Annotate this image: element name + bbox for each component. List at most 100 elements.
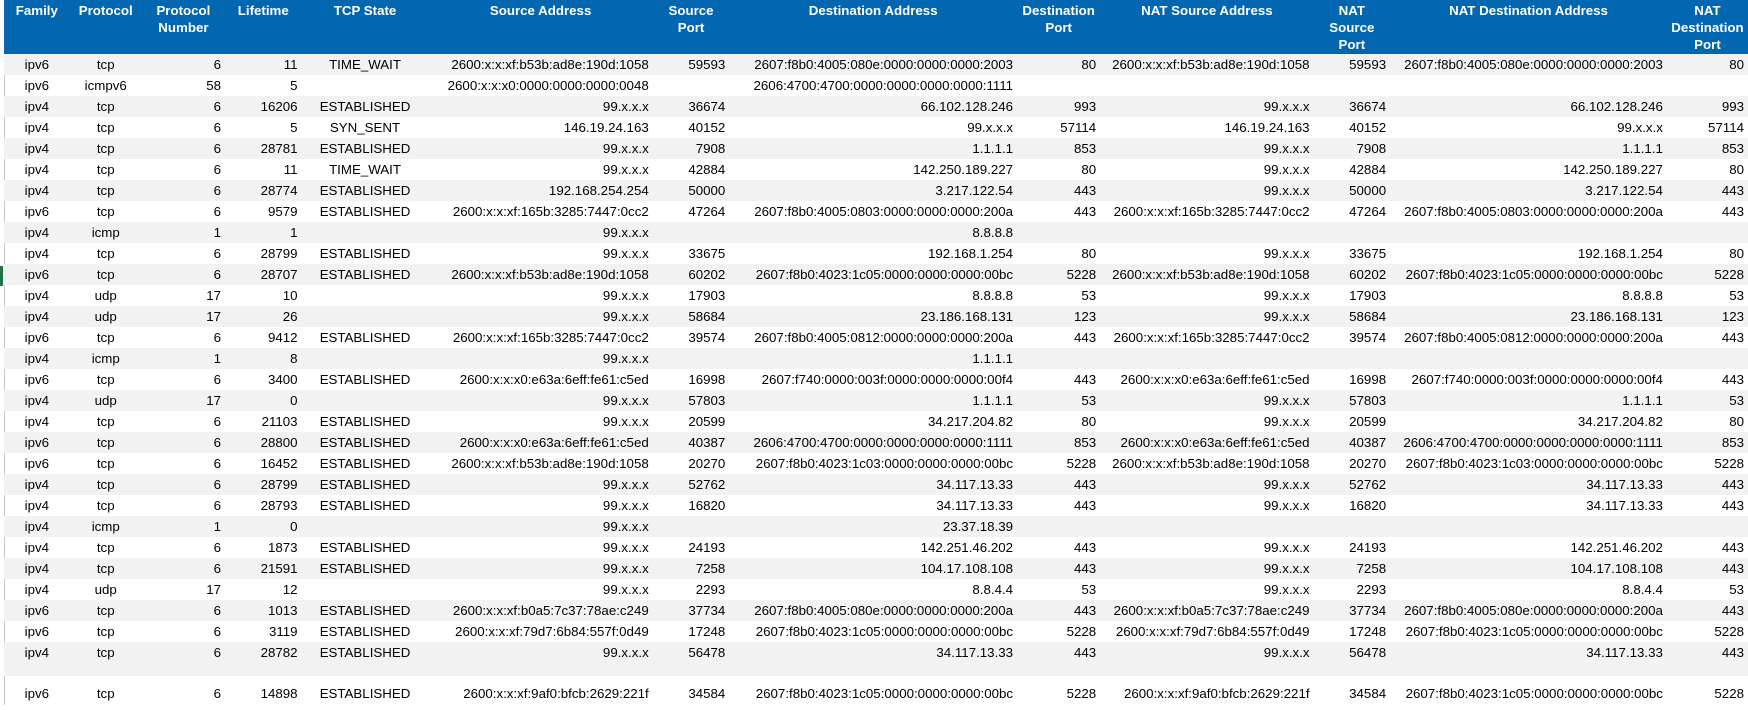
cell-tcp-state[interactable]: ESTABLISHED [302, 474, 429, 495]
cell-nat-source-port[interactable]: 7908 [1314, 138, 1391, 159]
cell-nat-destination-port[interactable] [1667, 516, 1748, 537]
cell-nat-destination-address[interactable]: 1.1.1.1 [1390, 138, 1667, 159]
cell-protocol[interactable]: tcp [70, 54, 142, 76]
cell-destination-port[interactable]: 853 [1017, 432, 1100, 453]
cell-lifetime[interactable]: 9412 [225, 327, 302, 348]
cell-nat-source-port[interactable]: 36674 [1314, 96, 1391, 117]
cell-nat-destination-address[interactable]: 8.8.4.4 [1390, 579, 1667, 600]
cell-protocol-number[interactable]: 6 [142, 558, 225, 579]
cell-destination-address[interactable]: 2607:f8b0:4005:080e:0000:0000:0000:200a [729, 600, 1017, 621]
cell-source-address[interactable]: 2600:x:x:xf:165b:3285:7447:0cc2 [428, 201, 652, 222]
cell-protocol-number[interactable]: 1 [142, 348, 225, 369]
cell-source-port[interactable]: 17903 [653, 285, 730, 306]
cell-source-port[interactable]: 58684 [653, 306, 730, 327]
cell-source-address[interactable]: 2600:x:x:x0:e63a:6eff:fe61:c5ed [428, 432, 652, 453]
cell-source-port[interactable]: 57803 [653, 390, 730, 411]
cell-tcp-state[interactable] [302, 285, 429, 306]
cell-nat-destination-port[interactable]: 53 [1667, 390, 1748, 411]
cell-nat-destination-address[interactable]: 2607:f740:0000:003f:0000:0000:0000:00f4 [1390, 369, 1667, 390]
cell-source-address[interactable]: 146.19.24.163 [428, 117, 652, 138]
cell-lifetime[interactable]: 16206 [225, 96, 302, 117]
cell-family[interactable]: ipv4 [4, 474, 70, 495]
cell-nat-destination-address[interactable]: 3.217.122.54 [1390, 180, 1667, 201]
cell-nat-source-address[interactable]: 99.x.x.x [1100, 579, 1313, 600]
cell-nat-destination-address[interactable]: 2607:f8b0:4023:1c03:0000:0000:0000:00bc [1390, 453, 1667, 474]
cell-source-port[interactable]: 7258 [653, 558, 730, 579]
cell-protocol-number[interactable]: 6 [142, 201, 225, 222]
cell-destination-address[interactable]: 2607:f8b0:4023:1c05:0000:0000:0000:00bc [729, 621, 1017, 642]
cell-nat-source-address[interactable]: 2600:x:x:xf:165b:3285:7447:0cc2 [1100, 201, 1313, 222]
cell-nat-destination-port[interactable]: 443 [1667, 495, 1748, 516]
cell-destination-address[interactable]: 34.117.13.33 [729, 495, 1017, 516]
cell-nat-source-address[interactable] [1100, 222, 1313, 243]
cell-tcp-state[interactable] [302, 348, 429, 369]
cell-destination-port[interactable]: 53 [1017, 390, 1100, 411]
cell-nat-destination-port[interactable]: 443 [1667, 642, 1748, 676]
cell-nat-source-port[interactable]: 56478 [1314, 642, 1391, 676]
cell-nat-destination-address[interactable] [1390, 222, 1667, 243]
cell-destination-port[interactable] [1017, 348, 1100, 369]
cell-protocol[interactable]: tcp [70, 600, 142, 621]
cell-protocol-number[interactable]: 6 [142, 54, 225, 76]
cell-tcp-state[interactable]: ESTABLISHED [302, 495, 429, 516]
cell-source-address[interactable]: 99.x.x.x [428, 348, 652, 369]
cell-family[interactable]: ipv4 [4, 390, 70, 411]
cell-source-port[interactable]: 20599 [653, 411, 730, 432]
cell-nat-destination-port[interactable]: 57114 [1667, 117, 1748, 138]
cell-nat-source-address[interactable]: 2600:x:x:xf:b0a5:7c37:78ae:c249 [1100, 600, 1313, 621]
cell-tcp-state[interactable] [302, 516, 429, 537]
cell-destination-address[interactable]: 8.8.4.4 [729, 579, 1017, 600]
cell-protocol-number[interactable]: 58 [142, 75, 225, 96]
cell-destination-port[interactable]: 80 [1017, 54, 1100, 76]
cell-destination-port[interactable]: 443 [1017, 537, 1100, 558]
cell-source-port[interactable]: 50000 [653, 180, 730, 201]
cell-nat-destination-address[interactable]: 2607:f8b0:4005:080e:0000:0000:0000:2003 [1390, 54, 1667, 76]
cell-nat-source-port[interactable]: 20270 [1314, 453, 1391, 474]
column-header-nat-destination-address[interactable]: NAT Destination Address [1390, 0, 1667, 54]
cell-nat-destination-address[interactable]: 99.x.x.x [1390, 117, 1667, 138]
cell-nat-source-address[interactable]: 99.x.x.x [1100, 159, 1313, 180]
cell-lifetime[interactable]: 3119 [225, 621, 302, 642]
cell-protocol-number[interactable]: 6 [142, 495, 225, 516]
cell-nat-source-address[interactable]: 99.x.x.x [1100, 285, 1313, 306]
cell-protocol[interactable]: tcp [70, 180, 142, 201]
cell-destination-address[interactable]: 99.x.x.x [729, 117, 1017, 138]
cell-nat-source-address[interactable] [1100, 348, 1313, 369]
column-header-protocol[interactable]: Protocol [70, 0, 142, 54]
cell-destination-port[interactable] [1017, 222, 1100, 243]
cell-protocol[interactable]: tcp [70, 327, 142, 348]
cell-destination-address[interactable]: 23.186.168.131 [729, 306, 1017, 327]
cell-source-address[interactable]: 99.x.x.x [428, 306, 652, 327]
cell-protocol[interactable]: udp [70, 390, 142, 411]
cell-nat-source-port[interactable] [1314, 516, 1391, 537]
cell-nat-destination-port[interactable]: 5228 [1667, 264, 1748, 285]
cell-nat-source-port[interactable]: 17248 [1314, 621, 1391, 642]
cell-family[interactable]: ipv4 [4, 243, 70, 264]
cell-source-port[interactable]: 42884 [653, 159, 730, 180]
cell-nat-destination-port[interactable]: 53 [1667, 579, 1748, 600]
cell-tcp-state[interactable]: ESTABLISHED [302, 432, 429, 453]
cell-family[interactable]: ipv6 [4, 75, 70, 96]
cell-lifetime[interactable]: 28782 [225, 642, 302, 676]
cell-protocol[interactable]: tcp [70, 117, 142, 138]
cell-source-address[interactable]: 99.x.x.x [428, 159, 652, 180]
cell-destination-port[interactable]: 443 [1017, 180, 1100, 201]
cell-nat-destination-address[interactable]: 2607:f8b0:4005:0803:0000:0000:0000:200a [1390, 201, 1667, 222]
cell-source-port[interactable]: 17248 [653, 621, 730, 642]
cell-family[interactable]: ipv6 [4, 201, 70, 222]
cell-nat-destination-port[interactable]: 5228 [1667, 621, 1748, 642]
cell-tcp-state[interactable]: TIME_WAIT [302, 159, 429, 180]
cell-tcp-state[interactable] [302, 222, 429, 243]
cell-destination-address[interactable]: 2607:f8b0:4005:0812:0000:0000:0000:200a [729, 327, 1017, 348]
cell-tcp-state[interactable]: ESTABLISHED [302, 243, 429, 264]
cell-destination-port[interactable]: 80 [1017, 159, 1100, 180]
cell-nat-source-port[interactable]: 20599 [1314, 411, 1391, 432]
cell-nat-source-port[interactable]: 17903 [1314, 285, 1391, 306]
cell-nat-destination-port[interactable]: 53 [1667, 285, 1748, 306]
cell-family[interactable]: ipv4 [4, 495, 70, 516]
cell-nat-source-address[interactable]: 99.x.x.x [1100, 495, 1313, 516]
cell-tcp-state[interactable] [302, 306, 429, 327]
cell-nat-destination-port[interactable] [1667, 222, 1748, 243]
cell-source-port[interactable]: 20270 [653, 453, 730, 474]
cell-source-address[interactable]: 99.x.x.x [428, 96, 652, 117]
